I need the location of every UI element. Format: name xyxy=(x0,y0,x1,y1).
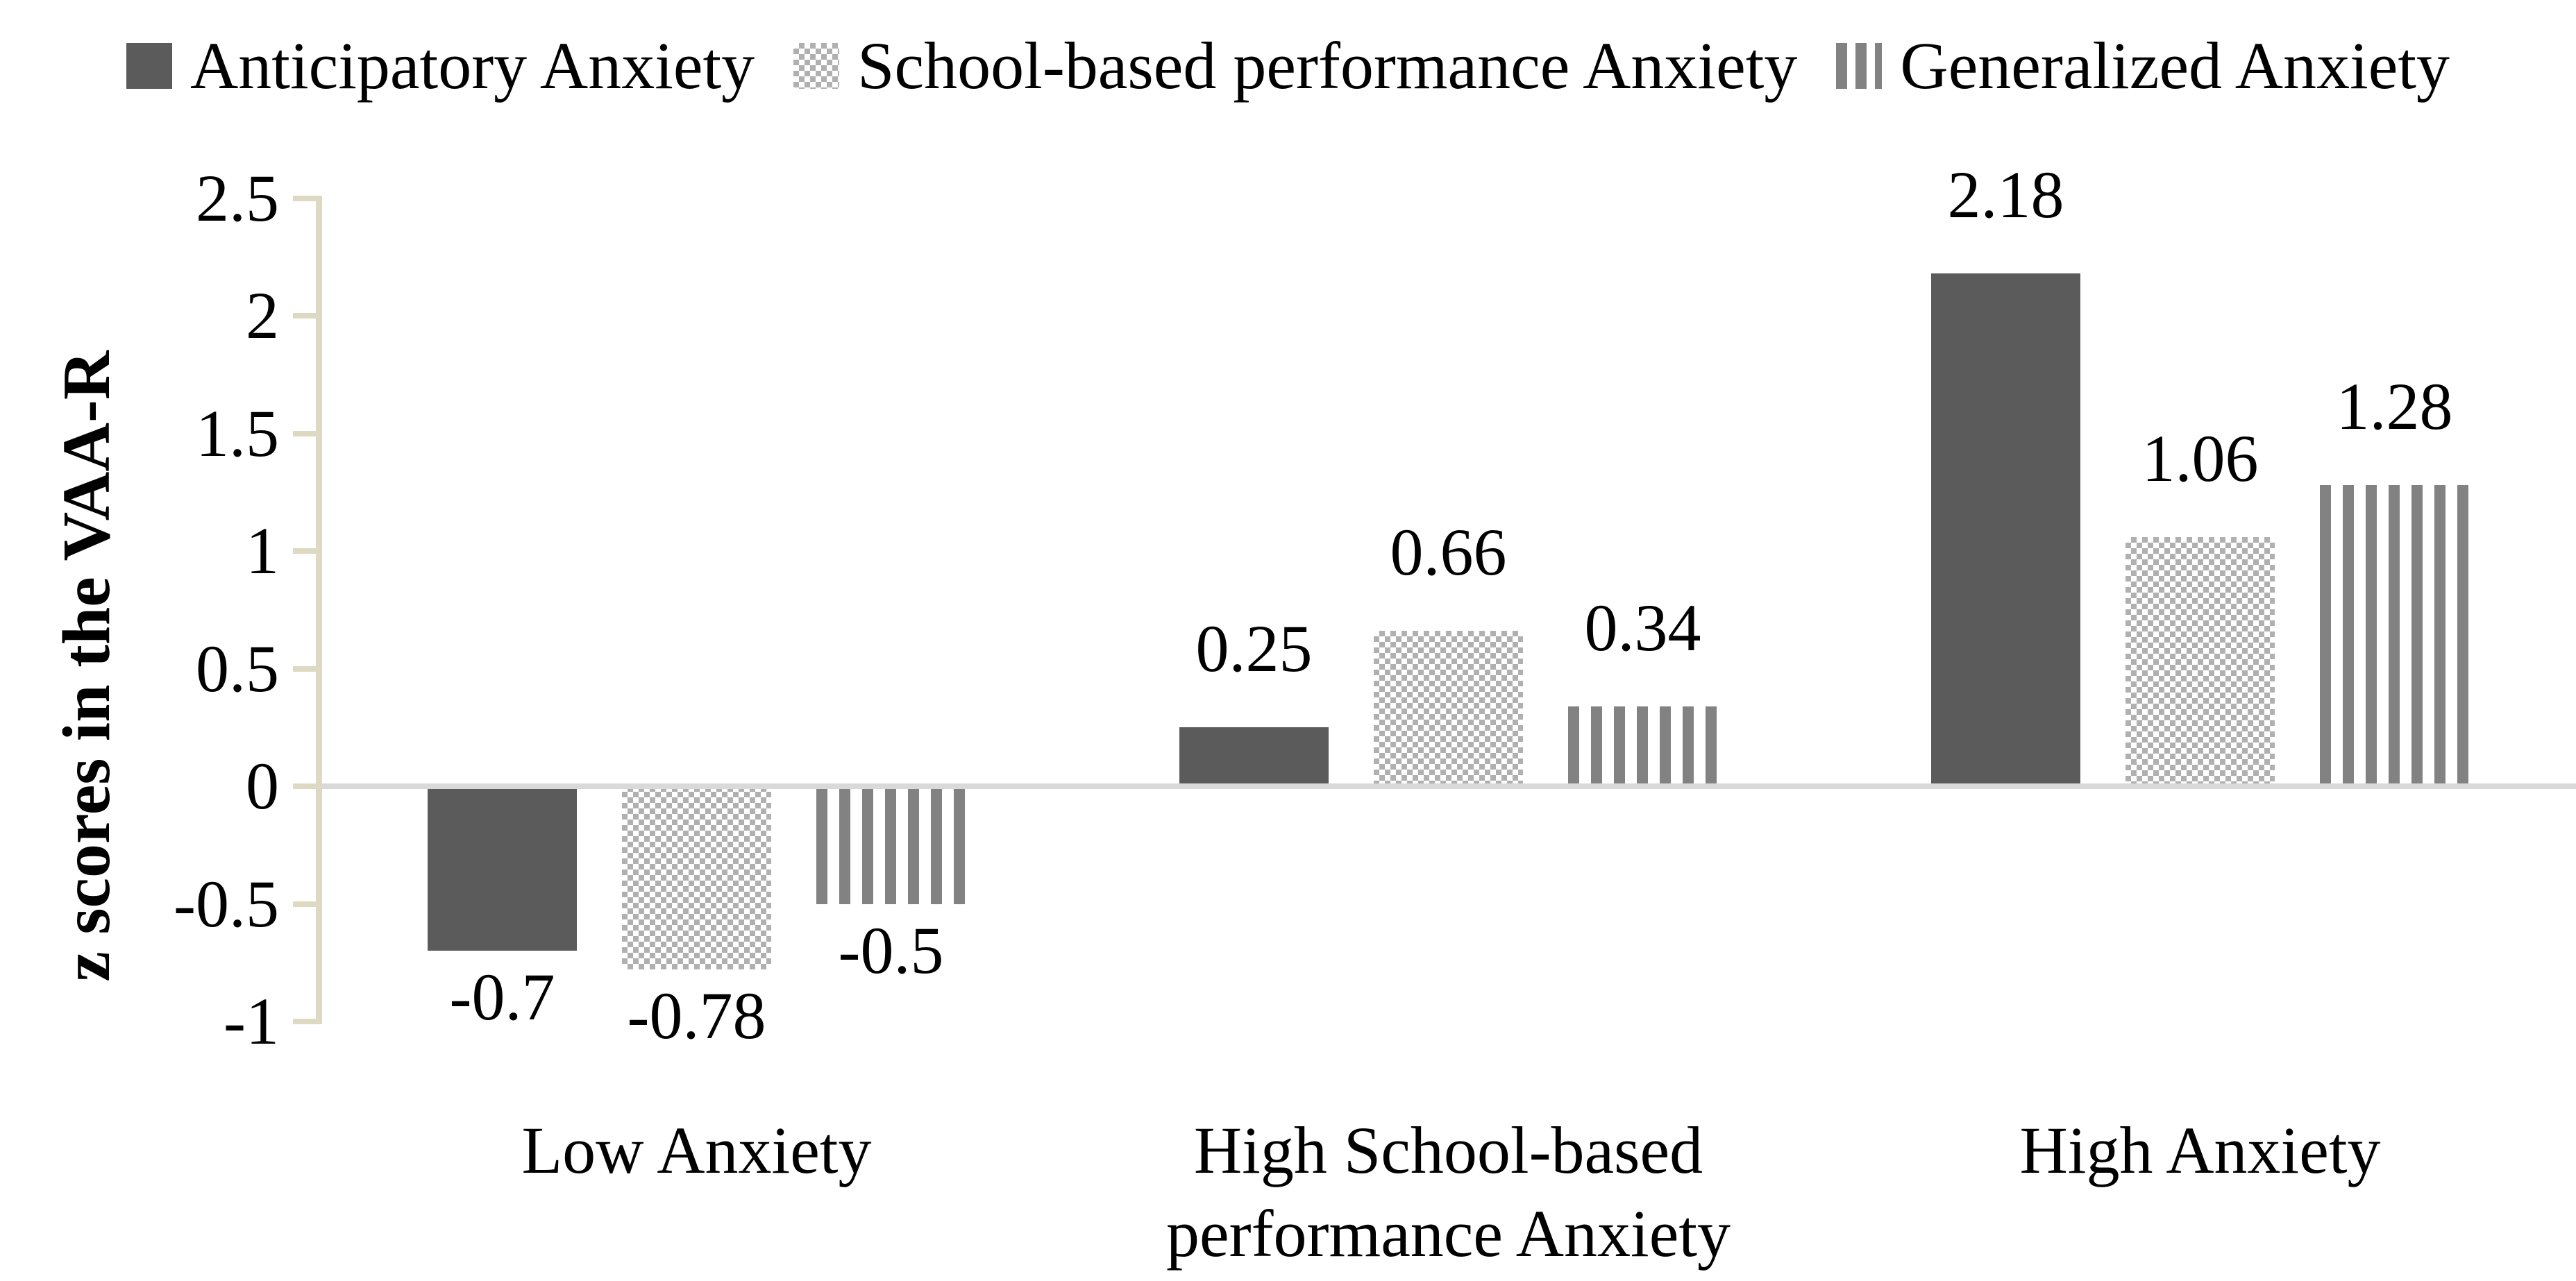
bar-value-label-school-based-performance-anxiety-low-anxiety: -0.78 xyxy=(627,978,766,1053)
bar-value-label-anticipatory-anxiety-low-anxiety: -0.7 xyxy=(449,960,555,1035)
y-axis-tick-0-5 xyxy=(293,901,316,907)
legend-swatch-checker-icon xyxy=(793,43,840,89)
bar-generalized-anxiety-high-school-based-performance-anxiety xyxy=(1568,706,1717,786)
x-category-label-line: High School-based xyxy=(1193,1113,1703,1187)
legend-item-anticipatory-anxiety: Anticipatory Anxiety xyxy=(126,21,755,111)
bar-anticipatory-anxiety-low-anxiety xyxy=(428,786,577,951)
bar-generalized-anxiety-high-anxiety xyxy=(2320,485,2469,786)
legend-label-school-based-performance-anxiety: School-based performance Anxiety xyxy=(857,28,1798,103)
chart-legend: Anticipatory Anxiety School-based perform… xyxy=(0,21,2576,111)
x-category-label-low-anxiety: Low Anxiety xyxy=(321,1109,1072,1192)
bar-value-label-generalized-anxiety-low-anxiety: -0.5 xyxy=(838,913,944,987)
bar-anticipatory-anxiety-high-anxiety xyxy=(1931,273,2080,786)
zero-gridline xyxy=(321,783,2576,789)
y-axis-tick-2-5 xyxy=(293,195,316,201)
bar-value-label-generalized-anxiety-high-anxiety: 1.28 xyxy=(2336,369,2453,444)
x-category-label-line: performance Anxiety xyxy=(1166,1196,1731,1271)
y-axis-tick-label-2: 2 xyxy=(246,278,279,353)
legend-swatch-solid-icon xyxy=(126,43,172,89)
y-axis-tick-label-2-5: 2.5 xyxy=(196,160,279,235)
legend-swatch-vstripes-icon xyxy=(1836,43,1883,89)
x-category-label-line: Low Anxiety xyxy=(521,1113,872,1187)
y-axis-tick-label-0: 0 xyxy=(246,749,279,823)
bar-value-label-school-based-performance-anxiety-high-anxiety: 1.06 xyxy=(2141,421,2259,495)
x-category-label-high-school-based-performance-anxiety: High School-based performance Anxiety xyxy=(1072,1109,1824,1275)
bar-value-label-school-based-performance-anxiety-high-school-based-performance-anxiety: 0.66 xyxy=(1390,515,1507,590)
y-axis-tick-1 xyxy=(293,1019,316,1024)
bar-anticipatory-anxiety-high-school-based-performance-anxiety xyxy=(1179,727,1329,786)
y-axis-tick-0-5 xyxy=(293,665,316,672)
y-axis-tick-1-5 xyxy=(293,430,316,436)
x-category-label-high-anxiety: High Anxiety xyxy=(1824,1109,2576,1192)
legend-label-generalized-anxiety: Generalized Anxiety xyxy=(1900,28,2450,103)
bar-value-label-generalized-anxiety-high-school-based-performance-anxiety: 0.34 xyxy=(1584,590,1701,665)
legend-item-generalized-anxiety: Generalized Anxiety xyxy=(1836,21,2450,111)
bar-generalized-anxiety-low-anxiety xyxy=(816,786,966,904)
bar-value-label-anticipatory-anxiety-high-school-based-performance-anxiety: 0.25 xyxy=(1195,611,1313,686)
legend-label-anticipatory-anxiety: Anticipatory Anxiety xyxy=(190,28,755,103)
y-axis-tick-label-0-5: -0.5 xyxy=(174,866,279,941)
legend-item-school-based-performance-anxiety: School-based performance Anxiety xyxy=(793,21,1797,111)
y-axis-tick-1 xyxy=(293,548,316,554)
x-category-label-line: High Anxiety xyxy=(2019,1113,2381,1187)
y-axis-tick-2 xyxy=(293,313,316,319)
y-axis-tick-0 xyxy=(293,783,316,789)
y-axis-tick-label-0-5: 0.5 xyxy=(196,631,279,706)
bar-school-based-performance-anxiety-high-anxiety xyxy=(2125,536,2275,786)
bar-school-based-performance-anxiety-high-school-based-performance-anxiety xyxy=(1374,631,1523,786)
y-axis-tick-label-1: 1 xyxy=(246,514,279,588)
y-axis-line xyxy=(316,195,322,1024)
y-axis-tick-label-1-5: 1.5 xyxy=(196,396,279,470)
bar-school-based-performance-anxiety-low-anxiety xyxy=(622,786,771,970)
y-axis-tick-label-1: -1 xyxy=(224,984,279,1058)
bar-value-label-anticipatory-anxiety-high-anxiety: 2.18 xyxy=(1947,157,2064,232)
